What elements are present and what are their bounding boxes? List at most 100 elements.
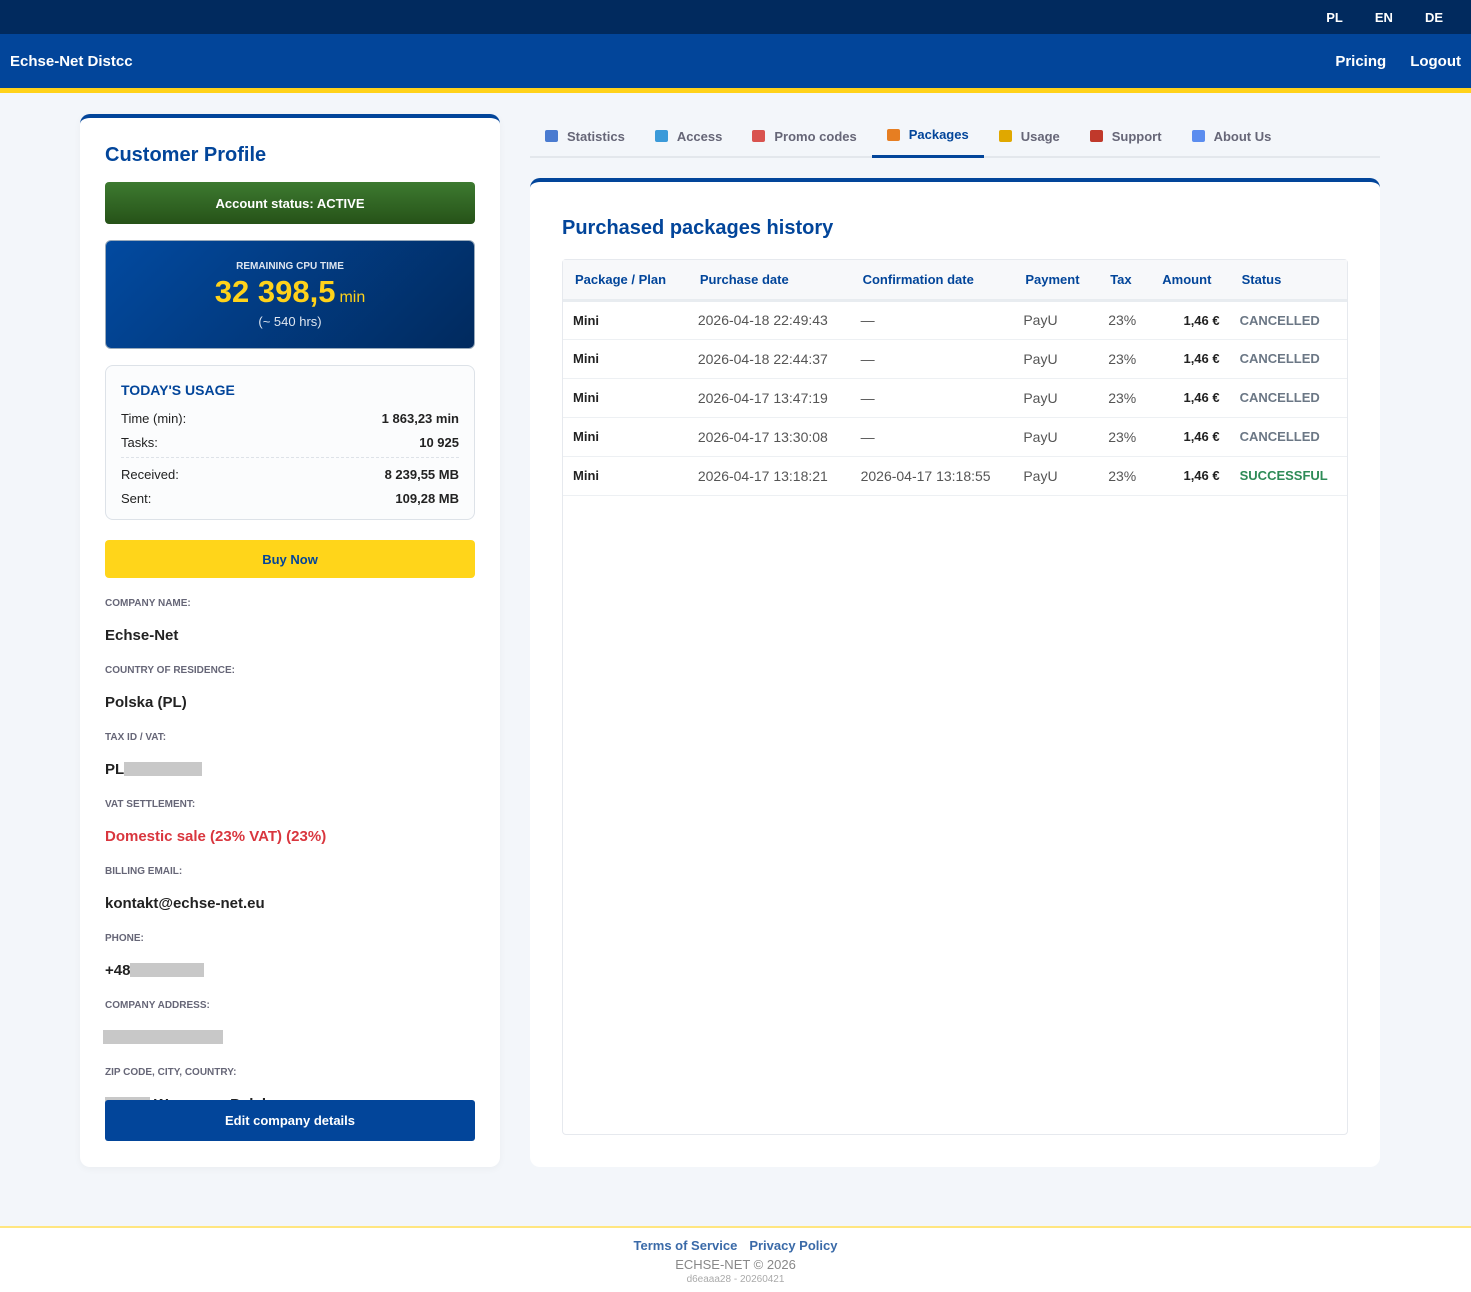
tab-label: Support xyxy=(1111,128,1162,144)
copyright: ECHSE-NET © 2026 xyxy=(675,1257,796,1272)
field-text: Echse-Net xyxy=(105,626,179,644)
footer: Terms of Service Privacy Policy ECHSE-NET… xyxy=(0,1226,1471,1292)
tab[interactable]: Usage xyxy=(984,114,1075,158)
usage-title: TODAY'S USAGE xyxy=(121,382,235,398)
table-cell: 1,46 € xyxy=(1150,300,1230,340)
footer-link[interactable]: Privacy Policy xyxy=(749,1238,838,1253)
tab[interactable]: Access xyxy=(640,114,738,158)
table-cell: 23% xyxy=(1098,456,1151,496)
tab-label: About Us xyxy=(1213,128,1272,144)
table-cell: 1,46 € xyxy=(1150,339,1230,379)
language-link[interactable]: PL xyxy=(1326,9,1343,25)
nav-link[interactable]: Pricing xyxy=(1335,52,1387,70)
table-cell: — xyxy=(850,300,1014,340)
table-row: Mini 2026-04-17 13:47:19— PayU 23% 1,46 € CAN… xyxy=(563,378,1347,418)
language-link[interactable]: DE xyxy=(1424,9,1443,25)
tab-icon xyxy=(1089,130,1103,142)
usage-label: Received: xyxy=(121,466,179,482)
column-header: Purchase date xyxy=(687,260,851,302)
column-header: Package / Plan xyxy=(563,260,688,302)
column-header: Status xyxy=(1229,260,1347,302)
field-label: ZIP CODE, CITY, COUNTRY: xyxy=(105,1067,237,1078)
table-row: Mini 2026-04-18 22:44:37— PayU 23% 1,46 € CAN… xyxy=(563,339,1347,379)
field-value: Domestic sale (23% VAT) (23%) xyxy=(105,826,475,846)
packages-table: Package / Plan Purchase date Confirmation … xyxy=(563,260,1347,496)
table-row: Mini 2026-04-17 13:30:08— PayU 23% 1,46 € CAN… xyxy=(563,417,1347,457)
column-header: Amount xyxy=(1150,260,1230,302)
table-cell: 23% xyxy=(1098,378,1151,418)
usage-value: 8 239,55 MB xyxy=(384,466,459,482)
cpu-hours: (~ 540 hrs) xyxy=(258,314,322,329)
table-cell: PayU xyxy=(1013,417,1099,457)
usage-row: Received: 8 239,55 MB xyxy=(121,462,459,486)
table-cell: PayU xyxy=(1013,300,1099,340)
table-cell: SUCCESSFUL xyxy=(1229,456,1347,496)
field-value: kontakt@echse-net.eu xyxy=(105,893,475,913)
tab-bar: Statistics Access Promo codes Packages Usage… xyxy=(530,114,1380,158)
packages-card: Purchased packages history Package / Pla… xyxy=(530,178,1380,1167)
field-label: BILLING EMAIL: xyxy=(105,866,183,877)
table-box: Package / Plan Purchase date Confirmation … xyxy=(562,259,1348,1135)
tab-icon xyxy=(998,130,1012,142)
table-cell: PayU xyxy=(1013,378,1099,418)
cpu-unit: min xyxy=(339,289,366,306)
card-title: Customer Profile xyxy=(105,144,267,166)
language-link[interactable]: EN xyxy=(1374,9,1393,25)
tab-icon xyxy=(1191,130,1205,142)
field-label: COUNTRY OF RESIDENCE: xyxy=(105,665,236,676)
field-text: Domestic sale (23% VAT) (23%) xyxy=(105,827,327,845)
redaction xyxy=(124,762,203,776)
account-status: Account status: ACTIVE xyxy=(105,182,475,224)
usage-value: 1 863,23 min xyxy=(381,410,459,426)
usage-label: Time (min): xyxy=(121,410,187,426)
tab-label: Usage xyxy=(1020,128,1060,144)
cpu-value-row: 32 398,5 min xyxy=(106,274,474,310)
column-header: Payment xyxy=(1013,260,1099,302)
table-cell: Mini xyxy=(563,378,688,418)
table-cell: CANCELLED xyxy=(1229,300,1347,340)
separator xyxy=(121,457,459,458)
build-id: d6eaaa28 - 20260421 xyxy=(686,1274,785,1285)
tab[interactable]: Support xyxy=(1075,114,1177,158)
table-cell: 1,46 € xyxy=(1150,417,1230,457)
usage-label: Sent: xyxy=(121,490,152,506)
table-cell: CANCELLED xyxy=(1229,339,1347,379)
field-label: TAX ID / VAT: xyxy=(105,732,167,743)
field-text: Polska (PL) xyxy=(105,693,187,711)
table-cell: Mini xyxy=(563,456,688,496)
column-header: Confirmation date xyxy=(850,260,1014,302)
field-text: PL xyxy=(105,760,125,778)
tab[interactable]: Promo codes xyxy=(737,114,871,158)
table-cell: 1,46 € xyxy=(1150,456,1230,496)
cpu-value: 32 398,5 xyxy=(214,274,336,309)
field-text: +48 xyxy=(105,961,131,979)
buy-button[interactable]: Buy Now xyxy=(105,540,475,578)
tab-icon xyxy=(752,130,766,142)
usage-label: Tasks: xyxy=(121,434,158,450)
brand[interactable]: Echse-Net Distcc xyxy=(10,52,133,70)
table-cell: — xyxy=(850,378,1014,418)
usage-box: TODAY'S USAGE Time (min): 1 863,23 min Tas… xyxy=(105,365,475,520)
table-cell: — xyxy=(850,417,1014,457)
table-cell: 2026-04-17 13:30:08 xyxy=(687,417,851,457)
tab[interactable]: Statistics xyxy=(530,114,640,158)
profile-card: Customer Profile Account status: ACTIVE … xyxy=(80,114,500,1167)
field-value: Echse-Net xyxy=(105,625,475,645)
tab[interactable]: About Us xyxy=(1177,114,1287,158)
tab[interactable]: Packages xyxy=(871,114,984,158)
redaction xyxy=(103,1030,223,1044)
nav-link[interactable]: Logout xyxy=(1410,52,1461,70)
table-cell: 2026-04-17 13:18:21 xyxy=(687,456,851,496)
usage-value: 10 925 xyxy=(419,434,459,450)
cpu-label: REMAINING CPU TIME xyxy=(236,261,344,272)
table-cell: Mini xyxy=(563,417,688,457)
footer-link[interactable]: Terms of Service xyxy=(633,1238,738,1253)
edit-button[interactable]: Edit company details xyxy=(105,1100,475,1141)
company-fields: COMPANY NAME: Echse-Net COUNTRY OF RESIDEN… xyxy=(103,598,475,1114)
field-label: PHONE: xyxy=(105,933,144,944)
field-value: +48 xyxy=(105,960,475,980)
field-value: PL xyxy=(105,759,475,779)
field-text: kontakt@echse-net.eu xyxy=(105,894,265,912)
tab-label: Packages xyxy=(908,127,969,142)
